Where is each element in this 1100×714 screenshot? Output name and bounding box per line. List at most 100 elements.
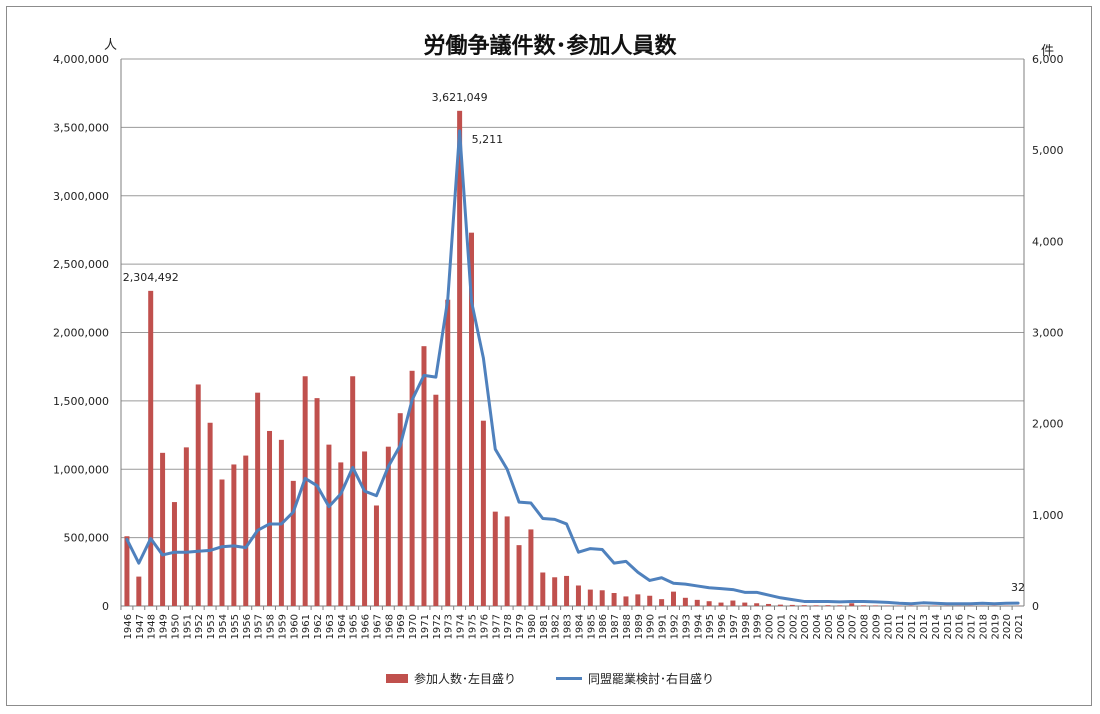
- x-tick-label: 2015: [943, 614, 954, 639]
- left-tick-label: 0: [102, 600, 109, 613]
- x-tick-label: 1968: [384, 614, 395, 639]
- bar: [861, 605, 867, 606]
- left-axis-unit: 人: [104, 38, 118, 53]
- bar: [766, 603, 772, 606]
- bar: [338, 462, 344, 606]
- bar: [587, 589, 593, 606]
- x-tick-label: 1959: [277, 614, 288, 639]
- x-tick-label: 1991: [658, 614, 669, 639]
- bar: [647, 595, 653, 606]
- bar: [373, 505, 379, 606]
- x-tick-label: 2006: [836, 614, 847, 639]
- legend-label-strikes: 同盟罷業検討･右目盛り: [588, 672, 715, 686]
- right-tick-label: 0: [1032, 600, 1039, 613]
- x-tick-label: 2004: [812, 614, 823, 639]
- bar: [552, 577, 558, 606]
- line-series: [125, 129, 1020, 606]
- bar: [207, 422, 213, 606]
- x-tick-label: 1958: [266, 614, 277, 639]
- legend-label-participants: 参加人数･左目盛り: [413, 672, 516, 686]
- legend-item-participants: 参加人数･左目盛り: [385, 670, 516, 687]
- bar: [837, 605, 843, 606]
- x-tick-label: 1993: [681, 614, 692, 639]
- x-tick-label: 2008: [860, 614, 871, 639]
- x-tick-label: 1982: [551, 614, 562, 639]
- left-tick-label: 1,000,000: [53, 463, 109, 476]
- x-tick-label: 2001: [776, 614, 787, 639]
- x-tick-label: 1973: [444, 614, 455, 639]
- right-tick-label: 3,000: [1032, 327, 1064, 340]
- bar: [290, 480, 296, 606]
- x-tick-label: 1975: [468, 614, 479, 639]
- x-tick-label: 2010: [883, 614, 894, 639]
- bar: [754, 603, 760, 606]
- x-tick-label: 1983: [563, 614, 574, 639]
- x-tick-label: 2007: [848, 614, 859, 639]
- legend-swatch-line: [556, 677, 582, 680]
- x-tick-label: 1986: [598, 614, 609, 639]
- bar: [801, 605, 807, 606]
- x-tick-label: 1997: [729, 614, 740, 639]
- bar: [528, 529, 534, 606]
- bar: [492, 511, 498, 606]
- x-tick-label: 1952: [194, 614, 205, 639]
- x-tick-label: 1995: [705, 614, 716, 639]
- legend-swatch-bar: [385, 674, 408, 683]
- x-tick-label: 1971: [420, 614, 431, 639]
- x-tick-label: 1978: [503, 614, 514, 639]
- bar: [219, 479, 225, 606]
- x-tick-label: 1992: [669, 614, 680, 639]
- bar: [504, 516, 510, 606]
- data-label: 5,211: [472, 133, 504, 146]
- x-tick-label: 1981: [539, 614, 550, 639]
- x-tick-label: 1947: [135, 614, 146, 639]
- x-tick-label: 1956: [242, 614, 253, 639]
- x-tick-label: 1998: [741, 614, 752, 639]
- bar: [445, 299, 451, 606]
- bar: [789, 604, 795, 606]
- x-tick-label: 1951: [182, 614, 193, 639]
- x-tick-label: 2021: [1014, 614, 1025, 639]
- left-tick-label: 1,500,000: [53, 395, 109, 408]
- bar: [742, 602, 748, 606]
- bar: [183, 447, 189, 606]
- x-tick-label: 1948: [147, 614, 158, 639]
- x-tick-label: 1950: [170, 614, 181, 639]
- left-tick-label: 2,500,000: [53, 258, 109, 271]
- bar: [136, 576, 142, 606]
- bar: [457, 110, 463, 607]
- x-tick-label: 1961: [301, 614, 312, 639]
- bar: [195, 384, 201, 606]
- x-tick-label: 1960: [289, 614, 300, 639]
- bar: [267, 430, 273, 606]
- x-tick-label: 2016: [955, 614, 966, 639]
- x-tick-label: 2005: [824, 614, 835, 639]
- right-tick-label: 5,000: [1032, 144, 1064, 157]
- x-tick-label: 2014: [931, 614, 942, 639]
- bar: [516, 545, 522, 606]
- bar: [433, 394, 439, 606]
- x-tick-label: 1969: [396, 614, 407, 639]
- left-tick-label: 2,000,000: [53, 327, 109, 340]
- x-tick-label: 1985: [586, 614, 597, 639]
- x-tick-label: 2018: [978, 614, 989, 639]
- x-tick-label: 1972: [432, 614, 443, 639]
- x-tick-label: 1977: [491, 614, 502, 639]
- x-tick-label: 1965: [349, 614, 360, 639]
- left-tick-label: 3,500,000: [53, 121, 109, 134]
- bar: [326, 444, 332, 606]
- bar: [813, 605, 819, 606]
- bar: [706, 601, 712, 606]
- bar: [694, 599, 700, 606]
- bar: [635, 594, 641, 606]
- x-tick-label: 2009: [871, 614, 882, 639]
- x-tick-label: 1988: [622, 614, 633, 639]
- bar: [849, 603, 855, 606]
- bar: [124, 536, 130, 606]
- x-tick-label: 1989: [634, 614, 645, 639]
- x-tick-label: 1976: [479, 614, 490, 639]
- x-tick-label: 1946: [123, 614, 134, 639]
- bar: [540, 572, 546, 606]
- x-tick-label: 2000: [765, 614, 776, 639]
- bar: [385, 446, 391, 606]
